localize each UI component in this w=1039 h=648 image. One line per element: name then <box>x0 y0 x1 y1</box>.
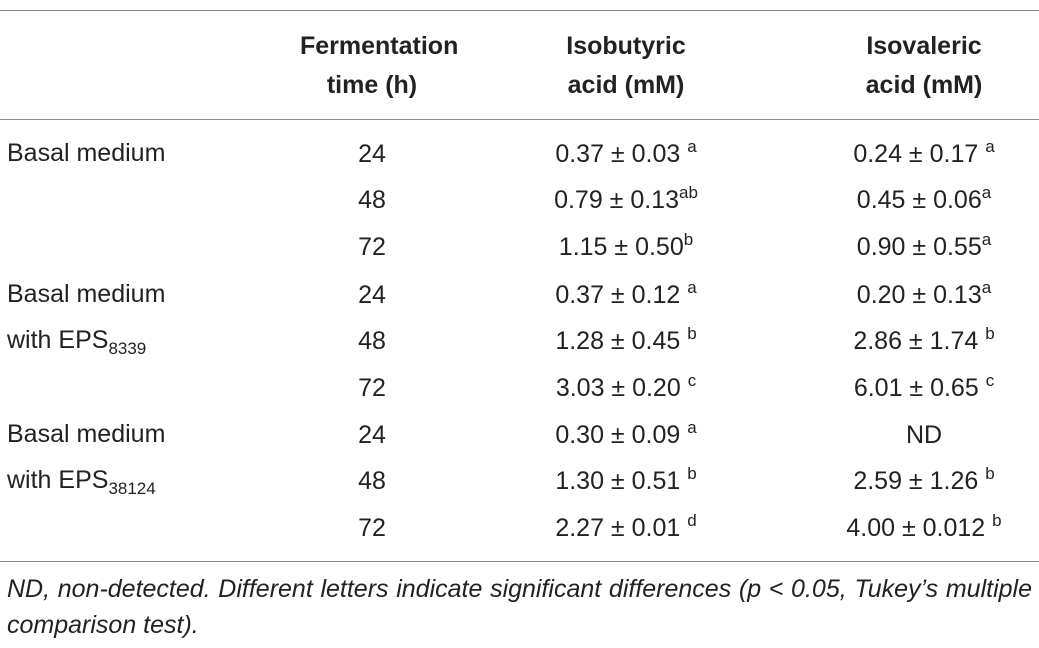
header-isovaleric-line2: acid (mM) <box>865 71 983 99</box>
cell-time: 48 <box>358 327 386 355</box>
cell-isobutyric: 3.03 ± 0.20 c <box>520 371 732 403</box>
cell-value: 1.30 ± 0.51 <box>555 467 688 495</box>
cell-value: 0.30 ± 0.09 <box>555 421 688 449</box>
cell-isobutyric: 2.27 ± 0.01 d <box>520 511 732 543</box>
cell-value: 0.90 ± 0.55 <box>856 233 982 261</box>
cell-significance-letter: a <box>687 137 697 156</box>
header-time-line1: Fermentation <box>300 32 459 60</box>
cell-significance-letter: a <box>981 230 992 249</box>
cell-value: 1.28 ± 0.45 <box>555 327 688 355</box>
top-rule <box>0 10 1039 11</box>
group-label-line2: with EPS8339 <box>7 317 165 363</box>
cell-time: 72 <box>358 374 386 402</box>
cell-isovaleric: 0.20 ± 0.13a <box>818 278 1030 310</box>
cell-significance-letter: b <box>683 230 694 249</box>
group-label-line1: Basal medium <box>7 420 166 448</box>
group-label-subscript: 8339 <box>108 339 147 358</box>
cell-significance-letter: c <box>985 371 995 390</box>
cell-significance-letter: d <box>687 511 697 530</box>
cell-value: 2.86 ± 1.74 <box>853 327 986 355</box>
cell-isovaleric: 4.00 ± 0.012 b <box>818 511 1030 543</box>
cell-significance-letter: a <box>687 418 697 437</box>
cell-value: 1.15 ± 0.50 <box>558 233 684 261</box>
cell-isobutyric: 1.30 ± 0.51 b <box>520 464 732 496</box>
cell-significance-letter: a <box>981 183 992 202</box>
group-label-prefix: with EPS <box>7 466 109 494</box>
cell-time: 48 <box>358 186 386 214</box>
header-time-line2: time (h) <box>326 71 418 99</box>
cell-value: 3.03 ± 0.20 <box>555 374 688 402</box>
cell-isovaleric: 0.24 ± 0.17 a <box>818 137 1030 169</box>
cell-value: ND <box>905 421 943 449</box>
header-isobutyric-acid: Isobutyric acid (mM) <box>520 27 732 105</box>
cell-significance-letter: b <box>985 464 995 483</box>
cell-isobutyric: 0.37 ± 0.03 a <box>520 137 732 169</box>
cell-value: 0.24 ± 0.17 <box>853 140 986 168</box>
header-isobutyric-line1: Isobutyric <box>566 32 686 60</box>
group-label-line2: with EPS38124 <box>7 457 165 503</box>
cell-time: 24 <box>358 140 386 168</box>
header-rule <box>0 119 1039 120</box>
cell-isovaleric: 2.59 ± 1.26 b <box>818 464 1030 496</box>
cell-value: 0.20 ± 0.13 <box>856 281 982 309</box>
cell-time: 24 <box>358 421 386 449</box>
cell-value: 2.59 ± 1.26 <box>853 467 986 495</box>
cell-isovaleric: 0.90 ± 0.55a <box>818 230 1030 262</box>
cell-time: 72 <box>358 233 386 261</box>
cell-value: 0.37 ± 0.12 <box>555 281 688 309</box>
cell-value: 2.27 ± 0.01 <box>555 514 688 542</box>
cell-significance-letter: a <box>687 278 697 297</box>
group-label-eps8339: Basal medium with EPS8339 <box>7 271 165 363</box>
cell-significance-letter: b <box>687 464 697 483</box>
group-label-basal: Basal medium <box>7 130 165 176</box>
cell-isobutyric: 0.37 ± 0.12 a <box>520 278 732 310</box>
cell-significance-letter: c <box>687 371 697 390</box>
cell-value: 4.00 ± 0.012 <box>846 514 993 542</box>
header-isobutyric-line2: acid (mM) <box>567 71 685 99</box>
cell-isobutyric: 0.30 ± 0.09 a <box>520 418 732 450</box>
cell-isovaleric: 6.01 ± 0.65 c <box>818 371 1030 403</box>
bottom-rule <box>0 561 1039 562</box>
group-label-line1: Basal medium <box>7 280 166 308</box>
group-label-subscript: 38124 <box>108 479 156 498</box>
cell-significance-letter: b <box>992 511 1002 530</box>
header-fermentation-time: Fermentation time (h) <box>300 27 459 105</box>
cell-isovaleric: 0.45 ± 0.06a <box>818 183 1030 215</box>
cell-significance-letter: ab <box>679 183 698 202</box>
cell-time: 24 <box>358 281 386 309</box>
cell-value: 0.45 ± 0.06 <box>856 186 982 214</box>
group-label-prefix: with EPS <box>7 326 109 354</box>
header-isovaleric-line1: Isovaleric <box>866 32 982 60</box>
cell-value: 0.79 ± 0.13 <box>554 186 679 214</box>
cell-significance-letter: b <box>687 324 697 343</box>
header-isovaleric-acid: Isovaleric acid (mM) <box>818 27 1030 105</box>
group-label-eps38124: Basal medium with EPS38124 <box>7 411 165 503</box>
cell-isovaleric: ND <box>818 420 1030 450</box>
cell-isobutyric: 1.15 ± 0.50b <box>520 230 732 262</box>
cell-isobutyric: 0.79 ± 0.13ab <box>520 183 732 215</box>
cell-time: 48 <box>358 467 386 495</box>
cell-significance-letter: a <box>981 278 992 297</box>
cell-value: 6.01 ± 0.65 <box>853 374 986 402</box>
cell-value: 0.37 ± 0.03 <box>555 140 688 168</box>
cell-time: 72 <box>358 514 386 542</box>
cell-significance-letter: b <box>985 324 995 343</box>
group-label-line1: Basal medium <box>7 139 166 167</box>
cell-significance-letter: a <box>985 137 995 156</box>
cell-isobutyric: 1.28 ± 0.45 b <box>520 324 732 356</box>
table-footnote: ND, non-detected. Different letters indi… <box>7 575 1032 639</box>
cell-isovaleric: 2.86 ± 1.74 b <box>818 324 1030 356</box>
